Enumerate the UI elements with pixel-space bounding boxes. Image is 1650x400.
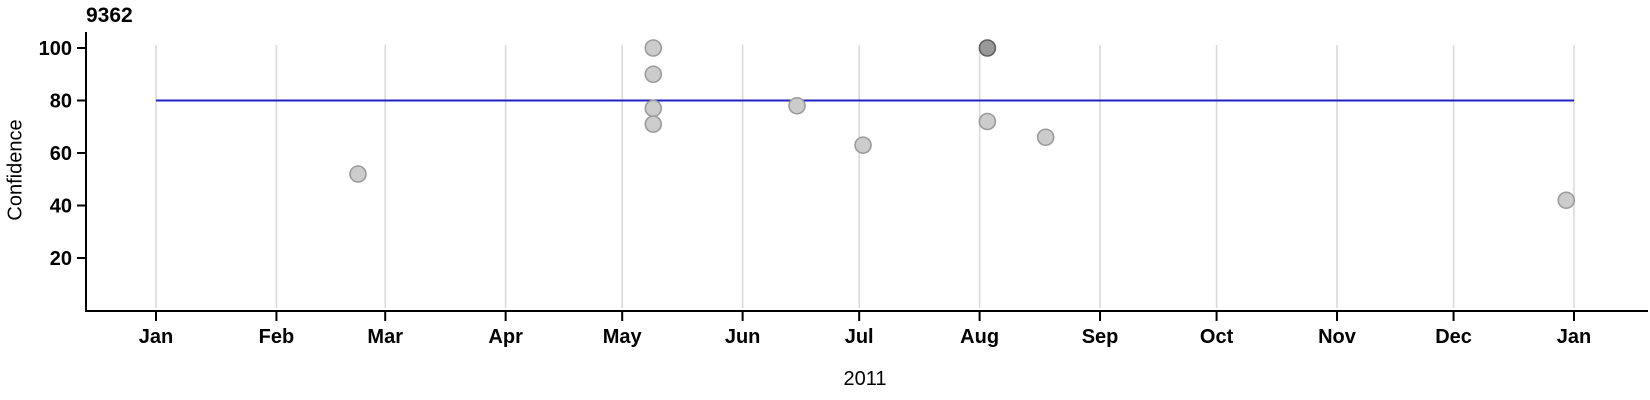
data-point: [978, 39, 997, 57]
y-tick-label: 40: [50, 196, 72, 218]
y-tick-label: 20: [50, 248, 72, 270]
data-point: [1036, 128, 1055, 147]
x-tick-label: Mar: [367, 326, 403, 348]
data-point: [788, 96, 806, 115]
data-point: [644, 39, 663, 57]
x-tick-label: May: [603, 326, 643, 348]
data-point: [1557, 191, 1576, 210]
x-tick-label: Oct: [1200, 326, 1234, 348]
data-point: [349, 165, 367, 183]
x-tick-label: Jan: [1557, 326, 1591, 348]
data-point: [644, 115, 663, 133]
x-tick-label: Aug: [960, 326, 999, 348]
x-tick-label: Jan: [139, 326, 173, 348]
y-tick-label: 80: [50, 91, 72, 113]
data-point: [854, 136, 872, 154]
x-tick-label: Dec: [1435, 326, 1472, 348]
x-tick-label: Apr: [488, 326, 523, 348]
y-tick-label: 100: [39, 38, 72, 60]
data-point: [978, 112, 997, 131]
x-tick-label: Nov: [1318, 326, 1357, 348]
x-tick-label: Feb: [259, 326, 295, 348]
x-tick-label: Jul: [845, 326, 874, 348]
chart-title: 9362: [86, 4, 133, 27]
x-axis-label: 2011: [843, 368, 887, 390]
x-tick-label: Jun: [725, 326, 761, 348]
data-point: [644, 99, 663, 118]
data-point: [644, 65, 663, 84]
y-tick-label: 60: [50, 143, 72, 165]
x-tick-label: Sep: [1082, 326, 1119, 348]
